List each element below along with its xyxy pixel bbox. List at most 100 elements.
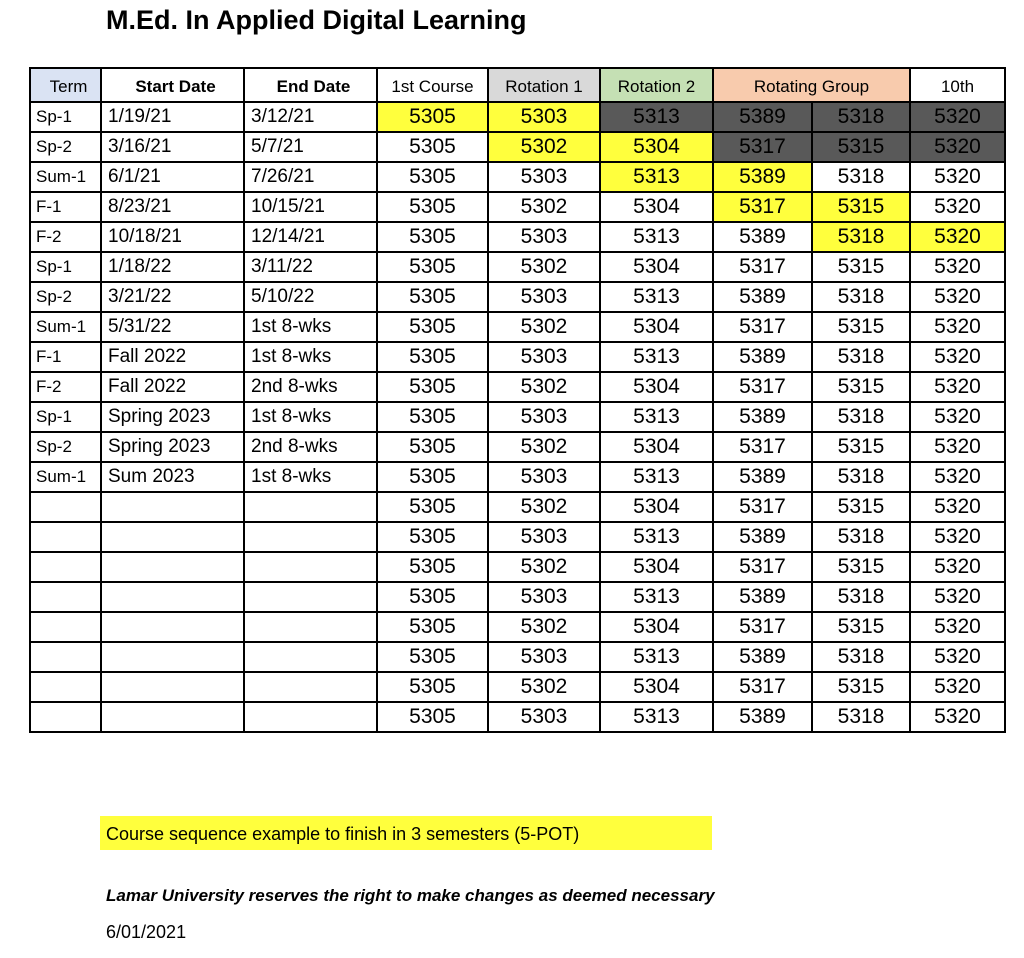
cell-term: Sp-2 [29,131,102,163]
cell-end: 12/14/21 [243,221,378,253]
cell-c1: 5305 [376,161,489,193]
cell-r1: 5303 [487,461,601,493]
cell-g1: 5389 [712,161,813,193]
cell-g1: 5389 [712,221,813,253]
cell-g2: 5315 [811,551,911,583]
cell-t: 5320 [909,581,1006,613]
cell-c1: 5305 [376,431,489,463]
cell-c1: 5305 [376,581,489,613]
cell-r2: 5313 [599,221,714,253]
cell-end [243,641,378,673]
cell-t: 5320 [909,551,1006,583]
cell-c1: 5305 [376,101,489,133]
cell-start [100,521,245,553]
cell-g1: 5389 [712,641,813,673]
cell-t: 5320 [909,131,1006,163]
cell-g2: 5318 [811,401,911,433]
cell-g1: 5389 [712,401,813,433]
cell-r1: 5302 [487,431,601,463]
cell-start: 3/21/22 [100,281,245,313]
cell-r1: 5303 [487,161,601,193]
cell-r1: 5302 [487,131,601,163]
cell-term [29,641,102,673]
cell-r2: 5304 [599,431,714,463]
cell-end: 3/12/21 [243,101,378,133]
cell-start: 10/18/21 [100,221,245,253]
cell-r2: 5313 [599,401,714,433]
table-row: Sp-1 Spring 2023 1st 8-wks 5305 5303 5313 5389… [29,401,1006,433]
cell-g2: 5315 [811,431,911,463]
cell-start: 5/31/22 [100,311,245,343]
cell-g2: 5318 [811,521,911,553]
table-row: F-2 10/18/21 12/14/21 5305 5303 5313 5389 5318 5… [29,221,1006,253]
cell-g1: 5389 [712,341,813,373]
cell-t: 5320 [909,641,1006,673]
cell-start [100,641,245,673]
cell-r1: 5303 [487,221,601,253]
cell-end: 7/26/21 [243,161,378,193]
table-row: Sum-1 5/31/22 1st 8-wks 5305 5302 5304 5317 531… [29,311,1006,343]
cell-start: 1/19/21 [100,101,245,133]
cell-term [29,671,102,703]
cell-g1: 5389 [712,581,813,613]
cell-r2: 5313 [599,341,714,373]
cell-g2: 5318 [811,581,911,613]
cell-end: 1st 8-wks [243,401,378,433]
cell-g1: 5389 [712,101,813,133]
cell-g1: 5317 [712,611,813,643]
table-row: 5305 5303 5313 5389 5318 5320 [29,521,1006,553]
cell-end: 1st 8-wks [243,341,378,373]
cell-r1: 5302 [487,491,601,523]
cell-start [100,671,245,703]
cell-r2: 5304 [599,371,714,403]
cell-t: 5320 [909,521,1006,553]
cell-g2: 5315 [811,131,911,163]
cell-r2: 5313 [599,101,714,133]
cell-r1: 5303 [487,521,601,553]
cell-g1: 5317 [712,371,813,403]
header-end-date: End Date [243,67,378,103]
cell-g2: 5318 [811,101,911,133]
cell-end: 5/10/22 [243,281,378,313]
cell-t: 5320 [909,671,1006,703]
cell-start: Fall 2022 [100,341,245,373]
header-rotation-2: Rotation 2 [599,67,714,103]
cell-c1: 5305 [376,461,489,493]
table-row: Sp-1 1/18/22 3/11/22 5305 5302 5304 5317 5315 53… [29,251,1006,283]
cell-term [29,521,102,553]
cell-g2: 5318 [811,161,911,193]
cell-end [243,551,378,583]
cell-c1: 5305 [376,551,489,583]
cell-r1: 5303 [487,281,601,313]
table-row: Sp-2 Spring 2023 2nd 8-wks 5305 5302 5304 5317… [29,431,1006,463]
cell-start: 3/16/21 [100,131,245,163]
table-row: F-1 Fall 2022 1st 8-wks 5305 5303 5313 5389 531… [29,341,1006,373]
cell-term [29,491,102,523]
cell-end: 1st 8-wks [243,461,378,493]
cell-t: 5320 [909,251,1006,283]
cell-c1: 5305 [376,371,489,403]
cell-g2: 5318 [811,461,911,493]
cell-g1: 5317 [712,431,813,463]
cell-term: Sp-2 [29,431,102,463]
cell-r2: 5313 [599,161,714,193]
header-term: Term [29,67,102,103]
cell-g2: 5318 [811,221,911,253]
cell-g1: 5317 [712,191,813,223]
cell-c1: 5305 [376,401,489,433]
cell-g2: 5318 [811,341,911,373]
cell-end: 3/11/22 [243,251,378,283]
header-rotation-1: Rotation 1 [487,67,601,103]
cell-t: 5320 [909,611,1006,643]
cell-t: 5320 [909,701,1006,733]
cell-term: Sum-1 [29,161,102,193]
cell-start: 8/23/21 [100,191,245,223]
table-row: Sp-1 1/19/21 3/12/21 5305 5303 5313 5389 5318 53… [29,101,1006,133]
cell-end [243,701,378,733]
cell-r2: 5313 [599,521,714,553]
cell-g1: 5389 [712,461,813,493]
table-row: 5305 5303 5313 5389 5318 5320 [29,581,1006,613]
cell-start: Spring 2023 [100,431,245,463]
cell-t: 5320 [909,161,1006,193]
cell-c1: 5305 [376,341,489,373]
